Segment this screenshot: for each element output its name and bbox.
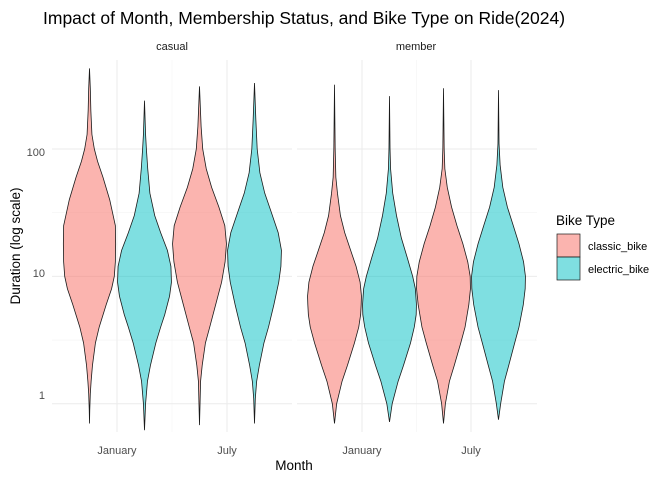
violin-member-january-electric-bike xyxy=(362,96,417,422)
y-tick-label-1: 1 xyxy=(39,390,45,402)
x-axis-title: Month xyxy=(275,458,313,473)
x-tick-label-july-member: July xyxy=(461,445,481,457)
violin-casual-july-electric-bike xyxy=(227,82,282,424)
y-tick-label-100: 100 xyxy=(27,147,45,159)
legend-title: Bike Type xyxy=(556,213,615,228)
chart-title: Impact of Month, Membership Status, and … xyxy=(43,8,565,28)
violin-member-january-classic-bike xyxy=(307,84,362,424)
x-tick-label-january-member: January xyxy=(342,445,382,457)
legend-label-electric-bike: electric_bike xyxy=(588,264,649,276)
violin-member-july-electric-bike xyxy=(471,90,526,420)
y-tick-label-10: 10 xyxy=(33,268,45,280)
facet-panel-casual xyxy=(52,60,292,432)
violin-casual-july-classic-bike xyxy=(172,86,227,426)
facet-panels xyxy=(52,60,537,432)
legend-key-electric-bike xyxy=(556,256,581,281)
facet-panel-member xyxy=(297,60,537,432)
x-tick-label-july-casual: July xyxy=(217,445,237,457)
x-tick-label-january-casual: January xyxy=(97,445,137,457)
legend-label-classic-bike: classic_bike xyxy=(588,241,647,253)
facet-strip-member: member xyxy=(396,41,437,53)
violin-member-july-classic-bike xyxy=(416,88,471,424)
legend-key-classic-bike xyxy=(556,233,581,258)
legend: Bike Type classic_bike electric_bike xyxy=(556,213,649,281)
violin-casual-january-electric-bike xyxy=(117,100,172,431)
violin-casual-january-classic-bike xyxy=(62,68,117,424)
y-axis-title: Duration (log scale) xyxy=(8,187,23,304)
facet-strip-casual: casual xyxy=(156,41,188,53)
